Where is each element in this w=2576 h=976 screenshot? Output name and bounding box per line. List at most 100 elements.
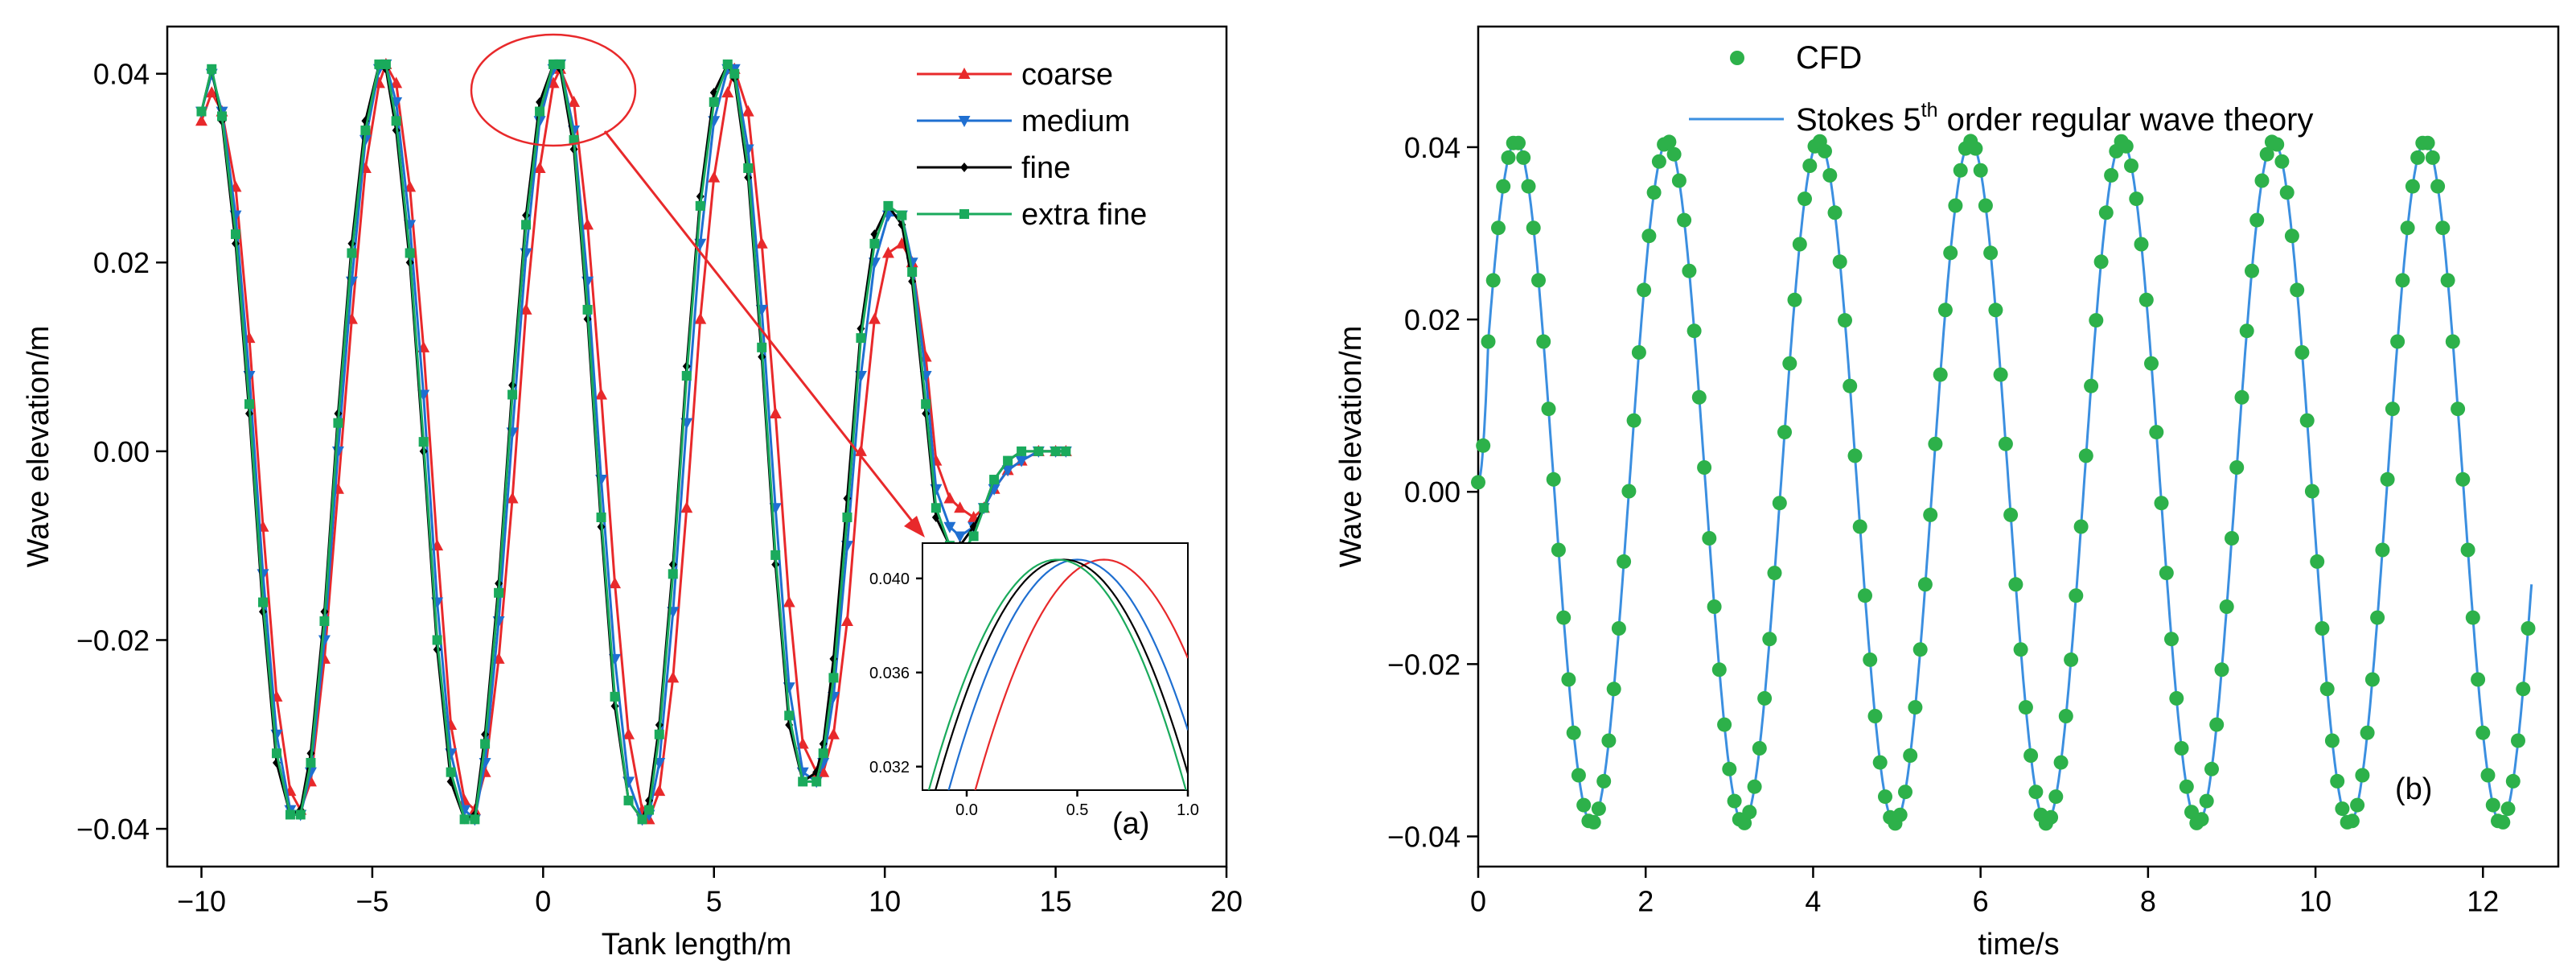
data-point-cfd — [1832, 254, 1847, 270]
data-point-cfd — [1978, 198, 1993, 213]
legend-marker-medium — [958, 116, 971, 127]
data-point-extra-fine — [811, 776, 822, 787]
data-point-cfd — [2380, 472, 2395, 487]
data-point-cfd — [2335, 801, 2350, 817]
data-point-cfd — [2290, 282, 2305, 298]
data-point-coarse — [868, 312, 881, 324]
data-point-cfd — [2455, 472, 2471, 487]
inset-curve-coarse — [974, 558, 1188, 790]
data-point-extra-fine — [470, 814, 480, 825]
data-point-cfd — [2084, 378, 2099, 393]
data-point-cfd — [1747, 779, 1762, 794]
inset-y-tick-label: 0.032 — [869, 759, 910, 776]
data-point-cfd — [1988, 303, 2003, 318]
data-point-extra-fine — [569, 134, 579, 145]
data-point-extra-fine — [555, 59, 565, 69]
panel-b-x-tick-label: 12 — [2467, 884, 2499, 917]
data-point-extra-fine — [729, 68, 740, 79]
data-point-coarse — [195, 114, 207, 126]
data-point-cfd — [1903, 748, 1918, 763]
data-point-cfd — [2330, 773, 2345, 789]
data-point-extra-fine — [931, 503, 941, 513]
data-point-coarse — [827, 727, 840, 739]
data-point-cfd — [2440, 273, 2455, 288]
data-point-cfd — [1551, 542, 1566, 558]
data-point-extra-fine — [1017, 446, 1027, 456]
data-point-extra-fine — [709, 97, 719, 107]
data-point-coarse — [506, 492, 519, 504]
data-point-extra-fine — [285, 809, 295, 820]
inset-curve-extra-fine — [927, 558, 1187, 790]
panel-a-y-axis-label: Wave elevation/m — [22, 326, 55, 568]
data-point-cfd — [2159, 566, 2174, 581]
data-point-cfd — [1872, 755, 1888, 770]
data-point-extra-fine — [637, 814, 647, 825]
data-point-cfd — [1802, 159, 1818, 173]
panel-b-plot-frame — [1477, 25, 2560, 868]
data-point-cfd — [2028, 785, 2044, 800]
data-point-cfd — [2225, 531, 2239, 546]
data-point-extra-fine — [770, 550, 781, 560]
data-point-cfd — [2315, 621, 2330, 636]
data-point-cfd — [2274, 154, 2290, 169]
data-point-cfd — [1818, 143, 1832, 159]
data-point-extra-fine — [418, 437, 429, 447]
data-point-cfd — [1511, 135, 1526, 150]
panel-a-x-tick-label: −10 — [177, 884, 226, 917]
panel-b-x-tick-label: 4 — [1805, 884, 1821, 917]
data-point-extra-fine — [319, 616, 330, 627]
data-point-cfd — [2304, 484, 2319, 499]
data-point-cfd — [2169, 690, 2184, 706]
data-point-cfd — [1838, 313, 1852, 328]
panel-b-series — [1471, 134, 2536, 831]
data-point-cfd — [2319, 682, 2335, 697]
panel-a-x-tick-label: 20 — [1210, 884, 1243, 917]
data-point-cfd — [1767, 566, 1782, 581]
data-point-extra-fine — [216, 111, 227, 121]
data-point-extra-fine — [897, 210, 907, 220]
data-point-cfd — [1772, 496, 1787, 511]
data-point-coarse — [943, 492, 956, 504]
data-point-coarse — [622, 727, 635, 739]
data-point-cfd — [1556, 610, 1571, 625]
data-point-medium — [943, 521, 956, 533]
panel-a-x-tick-label: 0 — [535, 884, 551, 917]
data-point-cfd — [1782, 356, 1797, 371]
panel-a-inset-zoom: 0.0 0.5 1.0 0.032 0.036 0.040 (a) — [869, 542, 1199, 841]
data-point-extra-fine — [295, 809, 306, 820]
data-point-extra-fine — [869, 238, 880, 249]
panel-a-label: (a) — [1112, 807, 1149, 841]
data-point-cfd — [2124, 159, 2138, 173]
data-point-extra-fine — [596, 512, 606, 522]
data-point-extra-fine — [459, 814, 470, 825]
data-point-cfd — [1611, 621, 1626, 636]
data-point-extra-fine — [842, 512, 853, 522]
data-point-cfd — [1752, 741, 1767, 756]
panel-a-x-tick-label: 15 — [1040, 884, 1072, 917]
data-point-extra-fine — [856, 333, 866, 344]
data-point-cfd — [1626, 413, 1641, 428]
panel-b-ticks: 0 2 4 6 8 10 12 −0.04 −0.02 0.00 0.02 0.04 — [1387, 131, 2499, 918]
data-point-extra-fine — [668, 569, 678, 579]
data-point-cfd — [1827, 205, 1843, 220]
data-point-cfd — [2465, 610, 2480, 625]
data-point-cfd — [2364, 672, 2380, 687]
data-point-cfd — [2460, 542, 2475, 558]
data-point-cfd — [1762, 632, 1777, 647]
data-point-cfd — [1722, 761, 1737, 776]
data-point-extra-fine — [480, 739, 491, 749]
data-point-cfd — [2209, 717, 2225, 732]
data-point-cfd — [1621, 484, 1637, 499]
data-point-cfd — [1476, 438, 1491, 453]
data-point-cfd — [2104, 167, 2119, 183]
data-point-cfd — [1646, 185, 1662, 200]
data-point-cfd — [1481, 334, 1496, 349]
data-point-extra-fine — [818, 748, 828, 759]
data-point-cfd — [2375, 542, 2390, 558]
data-point-cfd — [1867, 709, 1883, 723]
data-point-extra-fine — [521, 220, 532, 230]
data-point-cfd — [2078, 448, 2093, 463]
data-point-cfd — [2018, 700, 2033, 715]
data-point-cfd — [2053, 755, 2069, 770]
data-point-cfd — [2410, 150, 2426, 165]
